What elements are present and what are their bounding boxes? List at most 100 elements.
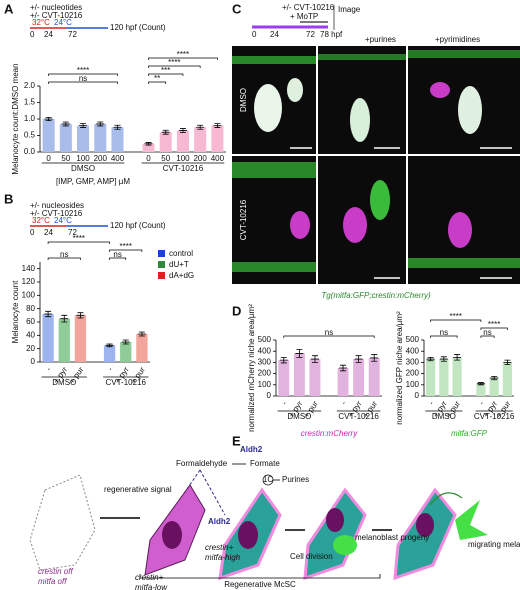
bar bbox=[159, 132, 172, 152]
cell bbox=[287, 78, 303, 102]
bar bbox=[439, 359, 449, 396]
error-bar bbox=[60, 314, 69, 323]
group-label: CVT-10216 bbox=[106, 378, 147, 387]
treatment: +/- CVT-10216 bbox=[30, 11, 83, 20]
error-bar bbox=[44, 116, 53, 122]
y-tick-label: 1.5 bbox=[24, 98, 36, 107]
bar bbox=[42, 119, 55, 152]
bar bbox=[136, 334, 148, 362]
image-label: Image bbox=[338, 5, 361, 14]
stripe bbox=[408, 258, 520, 268]
treatment: +/- nucleosides bbox=[30, 201, 84, 210]
time: 78 hpf bbox=[320, 30, 343, 39]
bar bbox=[337, 368, 349, 396]
bar bbox=[425, 359, 436, 396]
cell bbox=[350, 98, 370, 142]
nucleus bbox=[238, 521, 258, 549]
bar bbox=[309, 359, 321, 396]
temperature: 24°C bbox=[54, 216, 72, 225]
enzyme: Aldh2 bbox=[208, 517, 231, 526]
error-bar bbox=[121, 339, 130, 345]
error-bar bbox=[339, 364, 348, 372]
step: migrating melanoblast bbox=[468, 540, 520, 549]
bar bbox=[476, 383, 486, 396]
signal: regenerative signal bbox=[104, 485, 172, 494]
y-tick-label: 0 bbox=[31, 357, 36, 366]
bar bbox=[368, 357, 380, 396]
error-bar bbox=[161, 129, 170, 135]
legend-swatch bbox=[158, 272, 165, 279]
error-bar bbox=[354, 355, 363, 363]
y-axis-label: Melanocyte count:DMSO mean bbox=[11, 63, 20, 174]
time: 24 bbox=[44, 228, 53, 237]
caption: crestin:mCherry bbox=[301, 429, 358, 438]
error-bar bbox=[213, 123, 222, 128]
time: 72 bbox=[68, 228, 77, 237]
y-tick-label: 60 bbox=[26, 317, 35, 326]
sig-bracket bbox=[283, 335, 375, 338]
cell-state: mitfa-high bbox=[205, 553, 241, 562]
group-label: CVT-10216 bbox=[338, 412, 379, 421]
group-label: DMSO bbox=[52, 378, 76, 387]
y-tick-label: 2.0 bbox=[24, 81, 36, 90]
x-axis-label: [IMP, GMP, AMP] µM bbox=[56, 177, 130, 186]
cell bbox=[370, 180, 390, 220]
panel-label: B bbox=[4, 191, 13, 206]
error-bar bbox=[137, 331, 146, 337]
sig-label: **** bbox=[450, 312, 462, 321]
y-tick-label: 0 bbox=[415, 391, 420, 400]
x-tick-label: - bbox=[106, 365, 115, 373]
time: 0 bbox=[30, 228, 35, 237]
sig-label: **** bbox=[73, 234, 85, 243]
time: 24 bbox=[44, 30, 53, 39]
nucleus bbox=[162, 521, 182, 549]
sig-bracket bbox=[148, 73, 184, 76]
legend-swatch bbox=[158, 250, 165, 257]
cell bbox=[430, 82, 450, 98]
enzyme: Aldh2 bbox=[240, 445, 263, 454]
x-tick-label: - bbox=[427, 399, 436, 407]
row-label: CVT-10216 bbox=[239, 199, 248, 240]
bar bbox=[77, 125, 90, 152]
y-tick-label: 140 bbox=[22, 264, 36, 273]
column-header: +purines bbox=[365, 35, 396, 44]
error-bar bbox=[503, 359, 512, 366]
sig-bracket bbox=[47, 257, 81, 260]
sig-bracket bbox=[430, 319, 482, 322]
legend-label: dA+dG bbox=[169, 271, 194, 280]
bar bbox=[74, 315, 87, 362]
error-bar bbox=[279, 356, 288, 364]
panel-label: D bbox=[232, 303, 241, 318]
x-tick-label: 50 bbox=[161, 154, 170, 163]
sig-label: ** bbox=[154, 74, 160, 83]
time: 72 bbox=[306, 30, 315, 39]
y-axis-label: Melanocyte count bbox=[11, 280, 20, 343]
x-tick-label: - bbox=[44, 365, 53, 373]
time: 0 bbox=[30, 30, 35, 39]
x-tick-label: 400 bbox=[111, 154, 125, 163]
bar bbox=[111, 127, 124, 152]
error-bar bbox=[113, 124, 122, 130]
bar bbox=[211, 125, 224, 152]
x-tick-label: 400 bbox=[211, 154, 225, 163]
y-tick-label: 100 bbox=[406, 380, 420, 389]
y-axis-label: normalized GFP niche area/µm² bbox=[395, 311, 404, 425]
step: Cell division bbox=[290, 552, 333, 561]
migration-arrow bbox=[429, 492, 463, 506]
bar bbox=[176, 130, 189, 152]
bar bbox=[293, 353, 305, 396]
error-bar bbox=[426, 356, 435, 362]
sig-label: ns bbox=[483, 328, 491, 337]
y-tick-label: 200 bbox=[258, 369, 272, 378]
x-tick-label: 100 bbox=[176, 154, 190, 163]
schematic: Aldh2 Formaldehyde Formate 1C Purines re… bbox=[29, 445, 520, 590]
error-bar bbox=[105, 343, 114, 348]
sig-bracket bbox=[148, 57, 218, 60]
error-bar bbox=[144, 142, 153, 146]
sig-bracket bbox=[480, 327, 508, 330]
nucleus bbox=[326, 508, 344, 532]
error-bar bbox=[76, 312, 85, 319]
x-tick-label: 200 bbox=[193, 154, 207, 163]
stripe bbox=[232, 262, 316, 272]
